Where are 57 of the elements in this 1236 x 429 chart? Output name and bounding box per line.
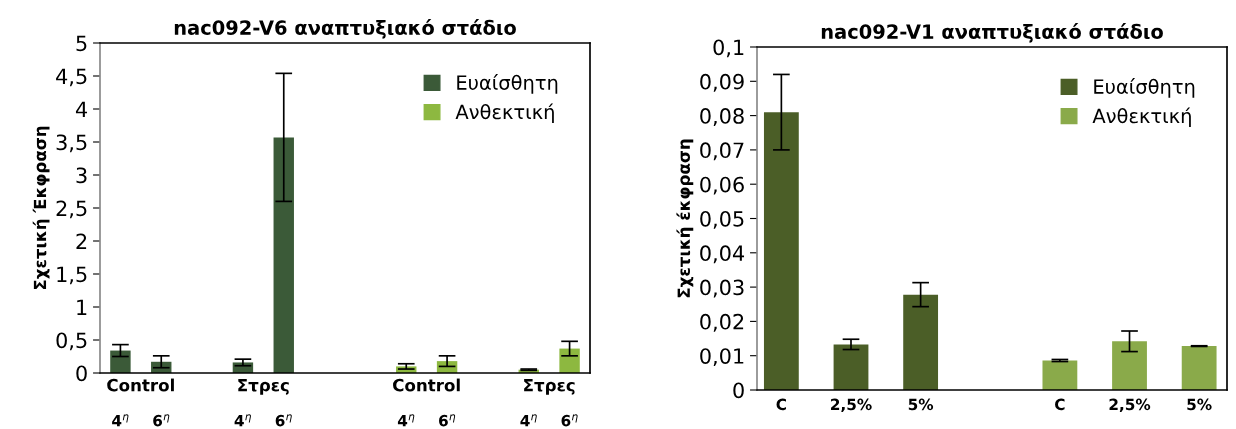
- y-tick-label: 0,06: [700, 176, 744, 195]
- x-tick-label: 2,5%: [1109, 398, 1151, 413]
- bar: [1112, 341, 1147, 390]
- text: Στρες: [238, 379, 289, 395]
- legend-label: Ανθεκτική: [455, 103, 554, 124]
- legend-label: Ευαίσθητη: [457, 74, 558, 94]
- y-tick-label: 3,5: [56, 134, 87, 153]
- text: Control: [393, 378, 460, 392]
- bar: [559, 348, 580, 373]
- x-tick-label: 4$^{η}$: [520, 414, 537, 427]
- bar: [833, 344, 869, 390]
- x-tick-label: 2,5%: [831, 398, 872, 413]
- legend-label: Ευαίσθητη: [1094, 78, 1195, 98]
- y-tick-label: 0,1: [713, 39, 744, 58]
- y-tick-label: 0,04: [700, 245, 745, 264]
- x-tick-label: 6$^{η}$: [153, 414, 170, 427]
- x-tick-label: 4$^{η}$: [397, 414, 415, 427]
- x-tick-label: 6$^{η}$: [275, 414, 292, 427]
- y-tick-label: 0,01: [700, 348, 744, 367]
- y-tick-label: 0,03: [700, 279, 744, 298]
- y-tick-label: 4,5: [56, 68, 87, 87]
- text: Control: [107, 378, 174, 392]
- y-tick-label: 2: [76, 233, 87, 249]
- bar: [1181, 346, 1217, 390]
- bar: [763, 112, 799, 390]
- chart-title: nac092-V6 αναπτυξιακό στάδιο: [174, 19, 516, 39]
- y-tick-label: 0: [76, 365, 87, 382]
- y-tick-label: 0,07: [700, 142, 744, 161]
- bar: [903, 294, 939, 390]
- x-tick-label: C: [1055, 398, 1065, 411]
- y-tick-label: 0,02: [700, 313, 744, 332]
- y-tick-label: 0,05: [700, 210, 744, 229]
- y-axis-title: Σχετική Έκφραση: [32, 126, 50, 290]
- x-tick-label: 5%: [1187, 398, 1212, 411]
- y-tick-label: 2,5: [56, 200, 87, 219]
- bar: [110, 350, 131, 373]
- x-tick-label: 4$^{η}$: [234, 414, 251, 427]
- y-axis-title: Σχετική έκφραση: [676, 139, 694, 298]
- y-tick-label: 5: [76, 35, 87, 52]
- y-tick-label: 0,08: [700, 108, 744, 126]
- x-tick-label: 6$^{η}$: [439, 414, 456, 427]
- x-tick-label: 6$^{η}$: [561, 414, 578, 427]
- y-tick-label: 0,09: [700, 73, 744, 92]
- y-tick-label: 3: [76, 167, 87, 184]
- bar: [273, 137, 294, 373]
- text: Στρες: [524, 379, 575, 395]
- y-tick-label: 1,5: [57, 266, 87, 285]
- y-tick-label: 0,5: [56, 332, 87, 351]
- y-tick-label: 0: [733, 382, 744, 399]
- x-tick-label: 4$^{η}$: [112, 414, 129, 427]
- x-tick-label: C: [776, 398, 786, 411]
- y-tick-label: 1: [77, 299, 87, 315]
- legend-label: Ανθεκτική: [1092, 107, 1191, 128]
- y-tick-label: 4: [75, 101, 88, 117]
- chart-title: nac092-V1 αναπτυξιακό στάδιο: [821, 23, 1163, 43]
- x-tick-label: 5%: [908, 398, 934, 411]
- bar: [1042, 360, 1078, 390]
